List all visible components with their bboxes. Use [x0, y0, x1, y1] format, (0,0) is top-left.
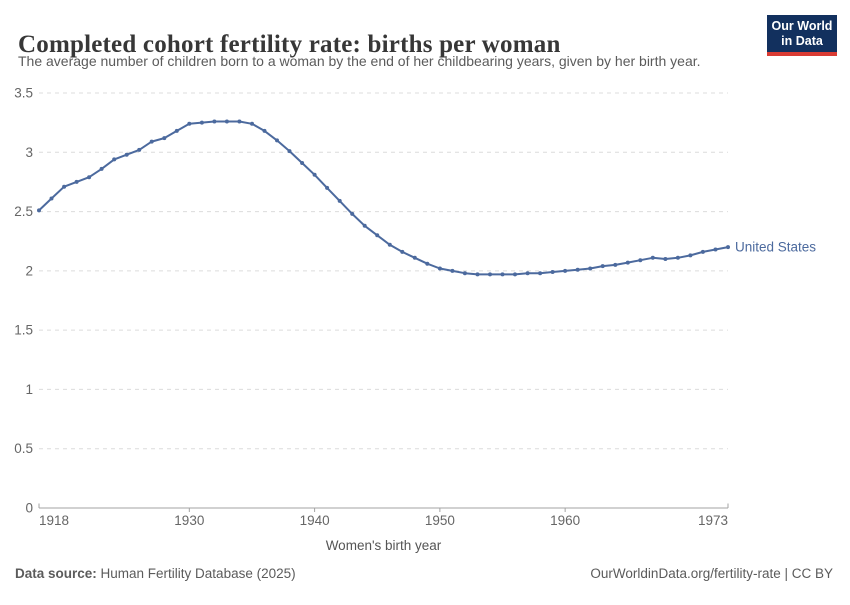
- data-point[interactable]: [112, 157, 117, 162]
- y-tick-label: 2.5: [14, 204, 33, 219]
- data-source-value: Human Fertility Database (2025): [96, 566, 296, 581]
- data-point[interactable]: [199, 120, 204, 125]
- owid-logo-line1: Our World: [771, 19, 833, 33]
- data-point[interactable]: [425, 261, 430, 266]
- owid-logo-line2: in Data: [781, 34, 823, 48]
- data-point[interactable]: [412, 255, 417, 260]
- y-tick-label: 1.5: [14, 323, 33, 338]
- data-point[interactable]: [538, 271, 543, 276]
- data-point[interactable]: [688, 253, 693, 258]
- data-point[interactable]: [387, 242, 392, 247]
- y-tick-label: 2: [25, 263, 33, 278]
- data-point[interactable]: [262, 128, 267, 133]
- data-point[interactable]: [726, 245, 730, 250]
- data-point[interactable]: [475, 272, 480, 277]
- data-point[interactable]: [462, 271, 467, 276]
- data-point[interactable]: [437, 266, 442, 271]
- data-point[interactable]: [663, 257, 668, 261]
- data-point[interactable]: [137, 147, 142, 152]
- data-point[interactable]: [500, 272, 505, 277]
- data-point[interactable]: [625, 260, 630, 265]
- owid-logo[interactable]: Our World in Data: [767, 15, 837, 56]
- data-point[interactable]: [87, 175, 92, 180]
- page-subtitle: The average number of children born to a…: [18, 53, 701, 69]
- data-point[interactable]: [325, 185, 330, 190]
- x-tick-label: 1940: [300, 513, 330, 528]
- data-point[interactable]: [49, 196, 54, 201]
- data-point[interactable]: [99, 166, 104, 171]
- data-point[interactable]: [287, 149, 292, 154]
- data-point[interactable]: [350, 211, 355, 216]
- x-tick-label: 1973: [698, 513, 728, 528]
- x-tick-label: 1950: [425, 513, 455, 528]
- data-point[interactable]: [713, 247, 718, 252]
- page-title: Completed cohort fertility rate: births …: [18, 30, 561, 58]
- data-point[interactable]: [488, 272, 492, 277]
- x-tick-label: 1960: [550, 513, 580, 528]
- data-point[interactable]: [237, 119, 242, 124]
- series-line[interactable]: [38, 120, 729, 276]
- data-point[interactable]: [62, 184, 67, 189]
- data-point[interactable]: [275, 138, 279, 143]
- chart-footer: Data source: Human Fertility Database (2…: [15, 566, 833, 581]
- data-point[interactable]: [375, 233, 380, 238]
- data-point[interactable]: [550, 270, 555, 274]
- data-point[interactable]: [588, 266, 593, 271]
- y-tick-label: 3: [25, 145, 33, 160]
- data-point[interactable]: [300, 161, 305, 165]
- data-point[interactable]: [563, 268, 568, 273]
- data-source: Data source: Human Fertility Database (2…: [15, 566, 296, 581]
- data-point[interactable]: [124, 152, 129, 157]
- data-point[interactable]: [37, 208, 41, 213]
- data-point[interactable]: [362, 223, 367, 228]
- data-point[interactable]: [149, 139, 154, 144]
- data-point[interactable]: [337, 198, 342, 203]
- y-tick-label: 1: [25, 382, 33, 397]
- data-point[interactable]: [525, 271, 530, 276]
- x-axis-title: Women's birth year: [326, 538, 442, 553]
- data-point[interactable]: [638, 258, 643, 263]
- data-point[interactable]: [224, 119, 229, 124]
- data-source-label: Data source:: [15, 566, 97, 581]
- entity-label[interactable]: United States: [735, 240, 816, 255]
- y-tick-label: 0.5: [14, 441, 33, 456]
- data-point[interactable]: [162, 136, 167, 141]
- x-tick-label: 1918: [39, 513, 69, 528]
- data-point[interactable]: [613, 262, 618, 267]
- data-point[interactable]: [312, 172, 317, 177]
- x-tick-label: 1930: [174, 513, 204, 528]
- owid-citation-link[interactable]: OurWorldinData.org/fertility-rate | CC B…: [590, 566, 833, 581]
- data-point[interactable]: [513, 272, 517, 277]
- data-point[interactable]: [187, 121, 192, 126]
- data-point[interactable]: [650, 255, 655, 260]
- data-point[interactable]: [74, 179, 79, 184]
- data-point[interactable]: [675, 255, 680, 260]
- data-point[interactable]: [174, 128, 179, 133]
- data-point[interactable]: [400, 249, 405, 254]
- data-point[interactable]: [700, 249, 705, 254]
- data-point[interactable]: [450, 268, 455, 273]
- data-point[interactable]: [600, 264, 605, 269]
- data-point[interactable]: [575, 267, 580, 272]
- data-point[interactable]: [250, 121, 254, 126]
- y-tick-label: 0: [25, 501, 33, 516]
- data-point[interactable]: [212, 119, 217, 124]
- y-tick-label: 3.5: [14, 86, 33, 101]
